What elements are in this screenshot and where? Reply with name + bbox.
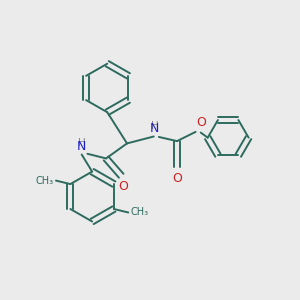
Text: N: N xyxy=(149,122,159,135)
Text: H: H xyxy=(151,121,159,131)
Text: O: O xyxy=(118,180,128,193)
Text: O: O xyxy=(172,172,182,184)
Text: CH₃: CH₃ xyxy=(36,176,54,186)
Text: N: N xyxy=(77,140,86,153)
Text: CH₃: CH₃ xyxy=(130,208,148,218)
Text: H: H xyxy=(79,138,86,148)
Text: O: O xyxy=(196,116,206,129)
